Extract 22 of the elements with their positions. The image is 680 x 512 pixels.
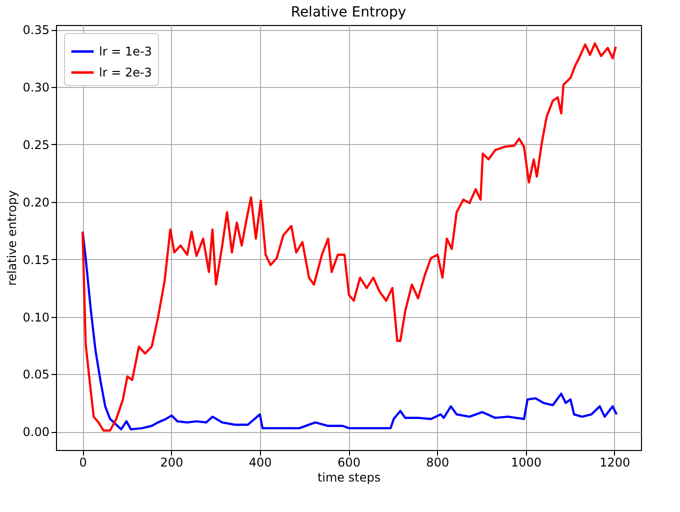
legend-label: lr = 1e-3 — [99, 44, 152, 58]
legend-label: lr = 2e-3 — [99, 66, 152, 80]
y-tick-label: 0.25 — [22, 138, 50, 152]
x-tick-label: 800 — [426, 456, 450, 470]
y-tick-label: 0.30 — [22, 80, 50, 95]
x-tick-label: 600 — [338, 456, 360, 470]
chart-title: Relative Entropy — [290, 4, 406, 21]
x-tick-label: 200 — [160, 456, 184, 470]
x-tick-label: 1200 — [600, 456, 630, 470]
line-series — [81, 42, 617, 432]
y-tick-label: 0.15 — [22, 252, 50, 267]
x-tick-label: 1000 — [511, 456, 542, 470]
y-tick-label: 0.35 — [22, 23, 50, 38]
x-tick-label: 0 — [79, 456, 87, 470]
x-axis-title: time steps — [317, 470, 381, 484]
x-tick-label: 400 — [248, 456, 272, 470]
y-tick-label: 0.10 — [22, 310, 50, 324]
y-tick-label: 0.20 — [22, 195, 50, 210]
line-series — [81, 230, 618, 430]
y-tick-label: 0.05 — [22, 368, 50, 382]
y-axis-title: relative entropy — [4, 190, 19, 286]
y-tick-label: 0.00 — [22, 425, 50, 440]
